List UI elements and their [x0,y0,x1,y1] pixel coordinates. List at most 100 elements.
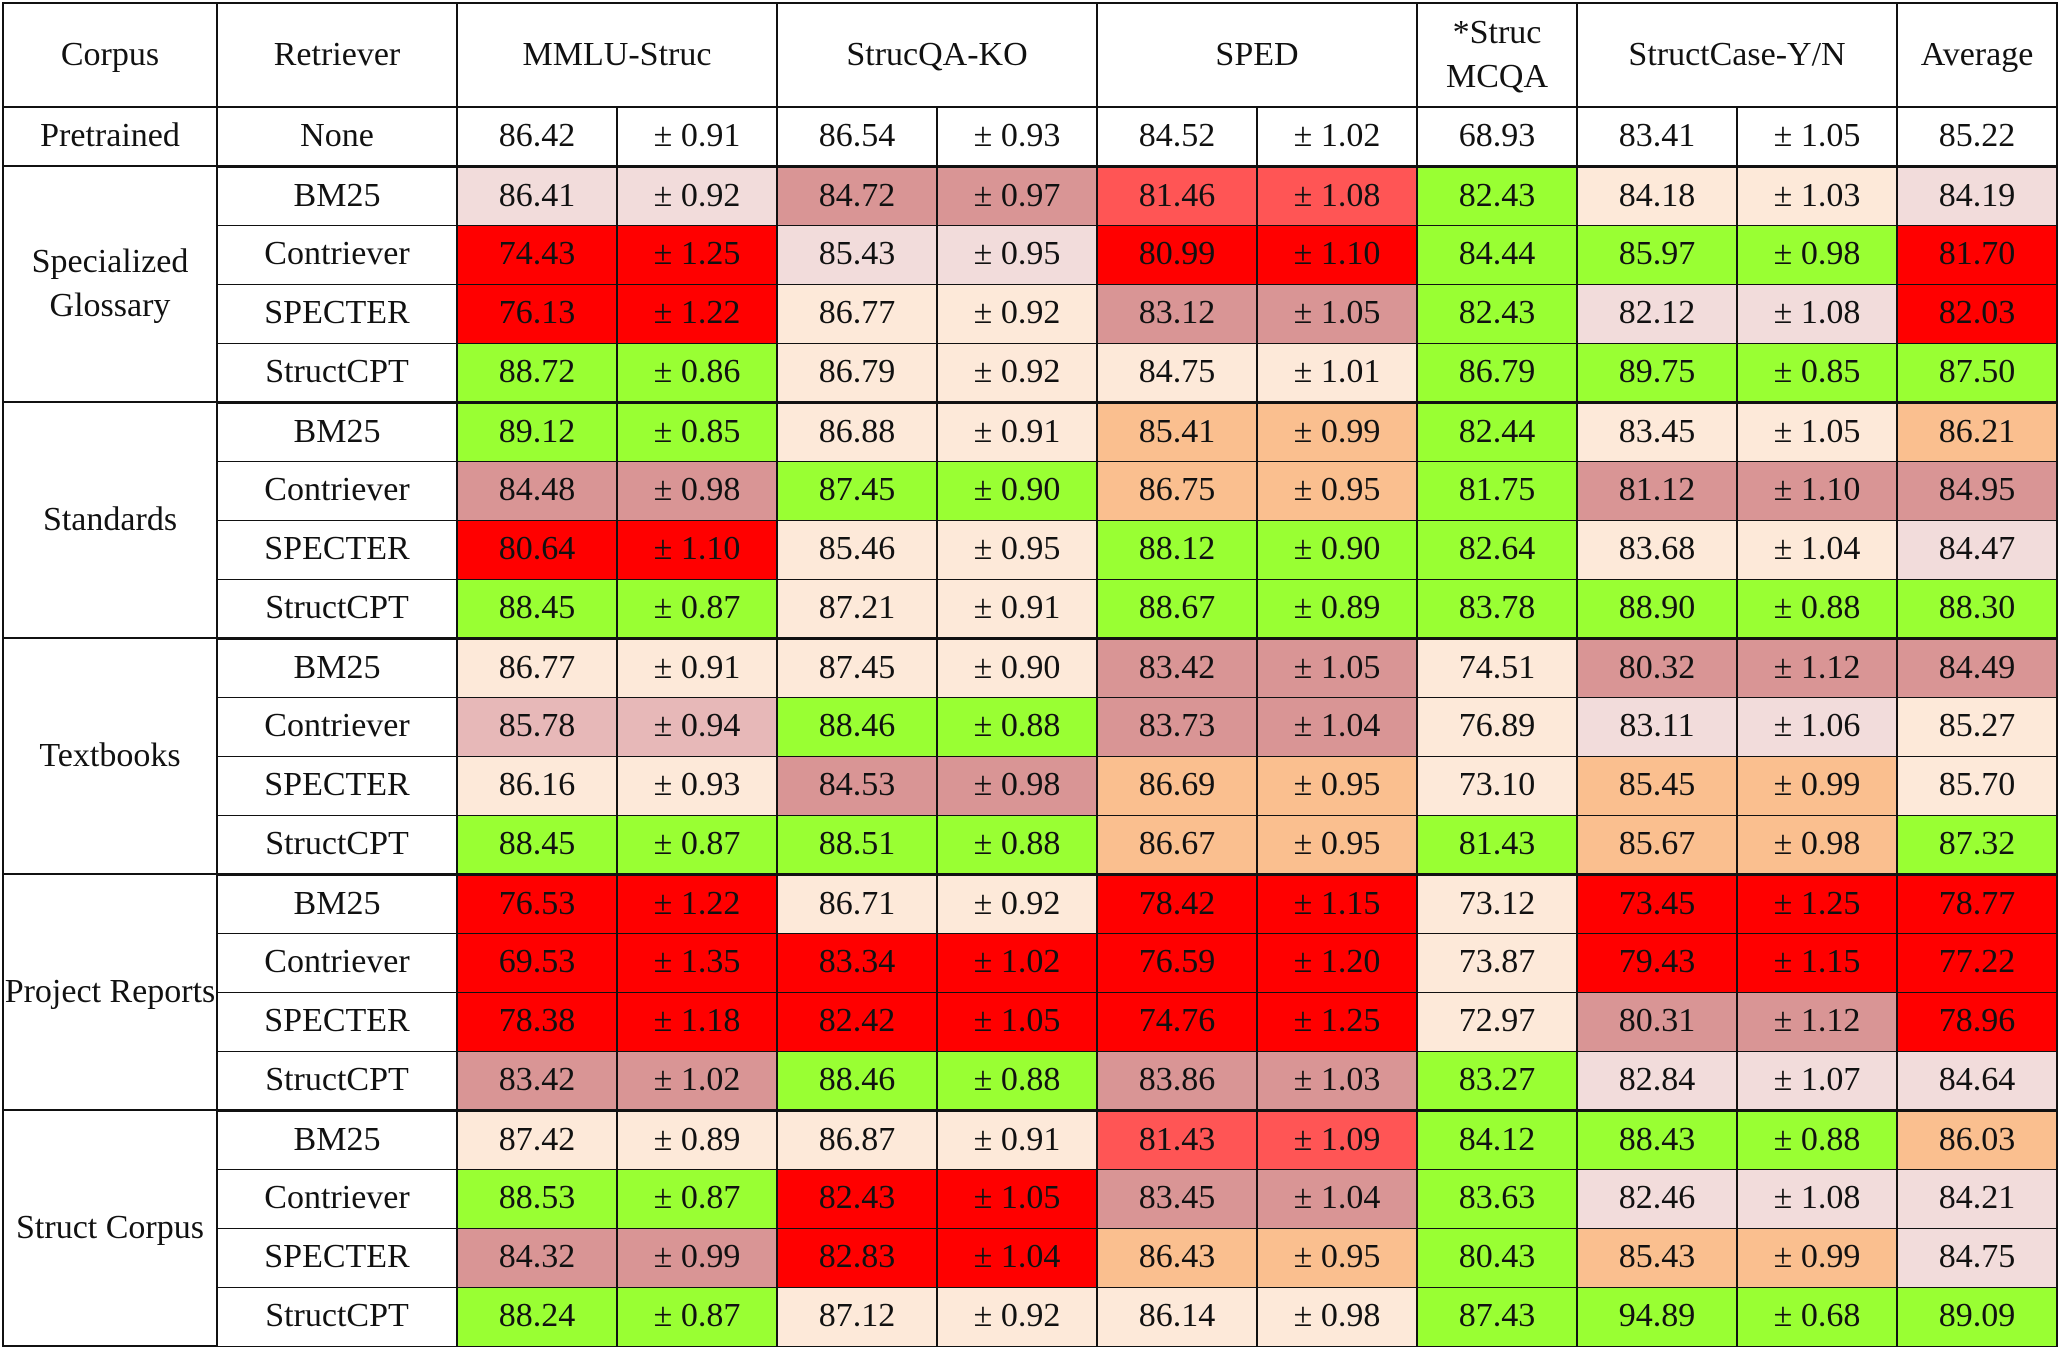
value-cell: ± 0.95 [936,224,1098,285]
value-cell: 86.88 [776,400,938,462]
value-cell: 83.41 [1576,106,1738,167]
value-cell: ± 0.89 [1256,578,1418,639]
value-cell: ± 1.07 [1736,1050,1898,1111]
value-cell: ± 0.85 [616,400,778,462]
value-cell: ± 0.99 [1256,400,1418,462]
value-cell: 76.59 [1096,932,1258,993]
value-cell: 73.12 [1416,872,1578,934]
value-cell: 84.19 [1896,164,2058,226]
value-cell: 76.13 [456,283,618,344]
value-cell: 82.43 [1416,283,1578,344]
value-cell: 85.70 [1896,755,2058,816]
value-cell: ± 1.03 [1736,164,1898,226]
value-cell: ± 0.99 [616,1227,778,1288]
value-cell: 86.67 [1096,814,1258,875]
retriever-cell: BM25 [216,400,458,462]
table-row: Contriever 88.53 ± 0.87 82.43 ± 1.05 83.45 ± 1… [3,1168,2058,1229]
value-cell: 88.51 [776,814,938,875]
table-row: StructCPT 88.45 ± 0.87 87.21 ± 0.91 88.67 ± 0.… [3,578,2058,639]
header-corpus: Corpus [2,2,218,108]
value-cell: ± 0.91 [616,106,778,167]
retriever-cell: BM25 [216,872,458,934]
retriever-cell: StructCPT [216,1050,458,1111]
value-cell: 69.53 [456,932,618,993]
value-cell: 86.16 [456,755,618,816]
value-cell: 81.70 [1896,224,2058,285]
value-cell: ± 0.98 [936,755,1098,816]
value-cell: ± 1.04 [1256,1168,1418,1229]
value-cell: 83.42 [456,1050,618,1111]
value-cell: 88.45 [456,578,618,639]
value-cell: 79.43 [1576,932,1738,993]
value-cell: 81.12 [1576,460,1738,521]
value-cell: ± 0.95 [1256,755,1418,816]
value-cell: 84.72 [776,164,938,226]
value-cell: ± 1.08 [1736,283,1898,344]
retriever-cell: SPECTER [216,1227,458,1288]
value-cell: 88.24 [456,1286,618,1347]
value-cell: 88.12 [1096,519,1258,580]
table-row: SPECTER 84.32 ± 0.99 82.83 ± 1.04 86.43 ± 0.95… [3,1227,2058,1288]
value-cell: 88.45 [456,814,618,875]
corpus-cell: Pretrained [2,106,218,167]
value-cell: 84.95 [1896,460,2058,521]
table-row: Struct Corpus BM25 87.42 ± 0.89 86.87 ± 0.91 8… [2,1108,2058,1347]
value-cell: 86.41 [456,164,618,226]
value-cell: ± 0.89 [616,1108,778,1170]
value-cell: 82.44 [1416,400,1578,462]
value-cell: 87.12 [776,1286,938,1347]
value-cell: ± 0.88 [936,814,1098,875]
value-cell: 87.21 [776,578,938,639]
value-cell: 85.27 [1896,696,2058,757]
value-cell: 83.27 [1416,1050,1578,1111]
value-cell: 88.72 [456,342,618,403]
value-cell: 82.46 [1576,1168,1738,1229]
value-cell: 82.64 [1416,519,1578,580]
value-cell: ± 0.90 [936,636,1098,698]
value-cell: ± 0.90 [936,460,1098,521]
value-cell: ± 0.93 [616,755,778,816]
value-cell: ± 1.02 [616,1050,778,1111]
value-cell: ± 1.25 [1736,872,1898,934]
corpus-cell: Struct Corpus [2,1109,218,1347]
value-cell: 85.45 [1576,755,1738,816]
value-cell: ± 0.87 [616,1286,778,1347]
value-cell: ± 0.98 [1256,1286,1418,1347]
value-cell: ± 1.09 [1256,1108,1418,1170]
value-cell: ± 0.99 [1736,1227,1898,1288]
value-cell: 84.64 [1896,1050,2058,1111]
table-row: SPECTER 76.13 ± 1.22 86.77 ± 0.92 83.12 ± 1.05… [3,283,2058,344]
value-cell: ± 1.05 [1256,636,1418,698]
value-cell: 88.53 [456,1168,618,1229]
value-cell: ± 1.03 [1256,1050,1418,1111]
value-cell: 76.89 [1416,696,1578,757]
value-cell: 86.87 [776,1108,938,1170]
value-cell: 87.45 [776,636,938,698]
value-cell: ± 0.92 [936,872,1098,934]
value-cell: 85.43 [1576,1227,1738,1288]
table-row: StructCPT 88.45 ± 0.87 88.51 ± 0.88 86.67 ± 0.… [3,814,2058,875]
value-cell: 85.22 [1896,106,2058,167]
value-cell: 81.75 [1416,460,1578,521]
value-cell: 78.96 [1896,991,2058,1052]
value-cell: 80.99 [1096,224,1258,285]
value-cell: 74.51 [1416,636,1578,698]
retriever-cell: BM25 [216,636,458,698]
header-retriever: Retriever [216,2,458,108]
value-cell: 86.42 [456,106,618,167]
corpus-cell: Specialized Glossary [2,165,218,403]
pretrained-row: Pretrained None 86.42 ± 0.91 86.54 ± 0.9… [2,106,2058,167]
value-cell: ± 1.22 [616,283,778,344]
value-cell: ± 0.98 [1736,814,1898,875]
value-cell: ± 0.88 [936,696,1098,757]
value-cell: 83.86 [1096,1050,1258,1111]
value-cell: ± 0.95 [936,519,1098,580]
value-cell: 81.43 [1416,814,1578,875]
value-cell: 89.75 [1576,342,1738,403]
table-row: Textbooks BM25 86.77 ± 0.91 87.45 ± 0.90 83.42… [2,636,2058,875]
value-cell: ± 1.12 [1736,636,1898,698]
table-row: StructCPT 88.72 ± 0.86 86.79 ± 0.92 84.75 ± 1.… [3,342,2058,403]
value-cell: ± 0.93 [936,106,1098,167]
value-cell: 83.42 [1096,636,1258,698]
